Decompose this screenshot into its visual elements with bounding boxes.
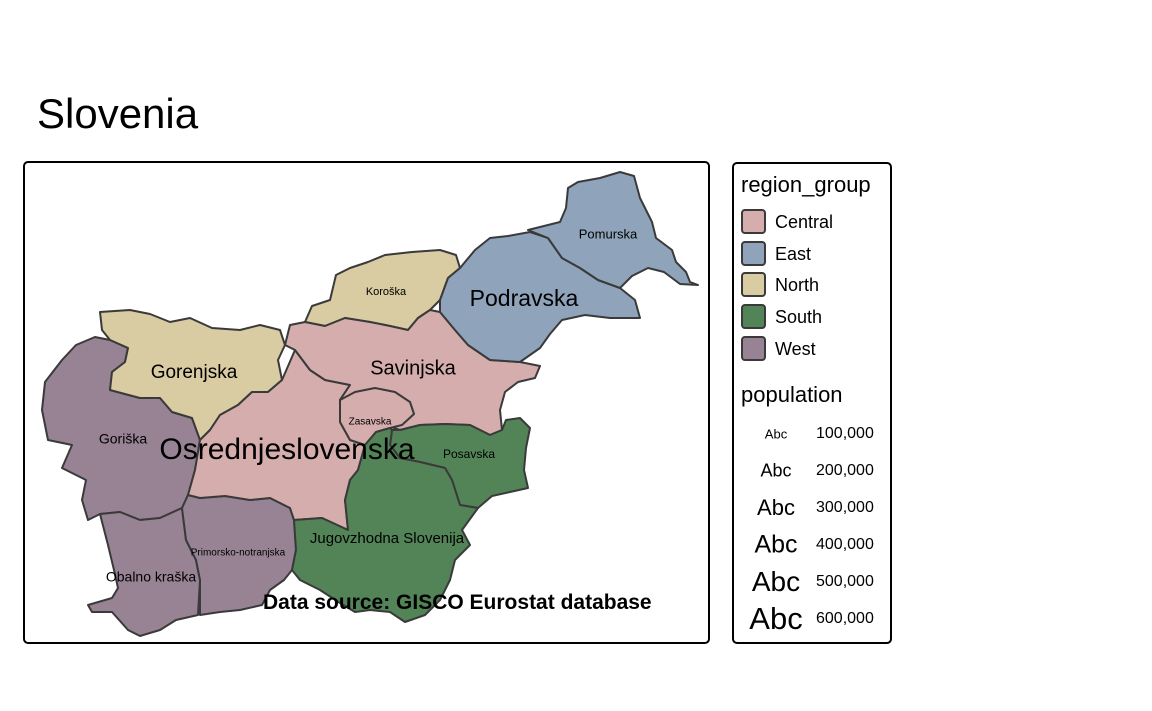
legend-item-south: South <box>741 304 891 332</box>
region-label-jugovzhodna-slovenija: Jugovzhodna Slovenija <box>310 530 465 547</box>
region-label-savinjska: Savinjska <box>370 357 456 379</box>
region-label-podravska: Podravska <box>470 285 579 311</box>
legend-size-sample: Abc <box>757 495 795 520</box>
legend-size-sample: Abc <box>764 426 788 442</box>
legend-size-value: 500,000 <box>816 573 874 590</box>
legend-swatch <box>741 336 766 361</box>
legend-size-value: 100,000 <box>816 425 874 442</box>
legend-item-label: West <box>775 339 816 359</box>
legend-item-label: East <box>775 244 812 264</box>
legend-swatch <box>741 304 766 329</box>
map-title: Slovenia <box>37 90 199 137</box>
legend-size-sample: Abc <box>751 566 801 597</box>
legend-size-row: Abc 400,000 <box>734 527 890 563</box>
legend-size-row: Abc 300,000 <box>734 490 890 526</box>
region-podravska[interactable] <box>439 231 641 363</box>
legend-item-central: Central <box>741 209 891 237</box>
region-obalno-kraska[interactable] <box>87 507 201 637</box>
map-caption: Data source: GISCO Eurostat database <box>263 591 652 614</box>
legend-swatch <box>741 272 766 297</box>
legend-size-row: Abc 600,000 <box>734 601 890 637</box>
region-pomurska[interactable] <box>527 171 699 289</box>
legend-item-west: West <box>741 336 891 364</box>
legend-size-value: 400,000 <box>816 536 874 553</box>
legend-swatch <box>741 241 766 266</box>
legend-size-row: Abc 200,000 <box>734 453 890 489</box>
region-label-posavska: Posavska <box>443 447 495 461</box>
legend-item-north: North <box>741 272 891 300</box>
region-label-zasavska: Zasavska <box>349 417 392 428</box>
region-label-koroska: Koroška <box>366 286 407 298</box>
region-label-obalno-kraska: Obalno kraška <box>106 569 196 585</box>
legend-item-east: East <box>741 241 891 269</box>
legend-swatch <box>741 209 766 234</box>
legend-size-sample: Abc <box>749 601 803 636</box>
region-label-goriska: Goriška <box>99 431 147 447</box>
legend-group-title: region_group <box>741 172 871 197</box>
legend-item-label: Central <box>775 212 834 232</box>
legend-panel: region_group Central East North South We… <box>732 162 892 644</box>
legend-item-label: South <box>775 307 823 327</box>
legend-size-row: Abc 100,000 <box>734 416 890 452</box>
region-label-gorenjska: Gorenjska <box>151 362 238 383</box>
legend-size-sample: Abc <box>754 530 798 559</box>
legend-size-row: Abc 500,000 <box>734 564 890 600</box>
legend-size-sample: Abc <box>760 460 792 481</box>
legend-size-title: population <box>741 382 843 407</box>
region-jugovzhodna-slovenija[interactable] <box>291 427 479 623</box>
legend-size-value: 200,000 <box>816 462 874 479</box>
legend-size-value: 600,000 <box>816 610 874 627</box>
region-zasavska[interactable] <box>339 387 415 446</box>
region-label-primorsko-notranjska: Primorsko-notranjska <box>191 548 286 559</box>
region-label-pomurska: Pomurska <box>579 226 638 241</box>
legend-size-value: 300,000 <box>816 499 874 516</box>
region-label-osrednjeslovenska: Osrednjeslovenska <box>159 433 414 466</box>
legend-item-label: North <box>775 275 820 295</box>
